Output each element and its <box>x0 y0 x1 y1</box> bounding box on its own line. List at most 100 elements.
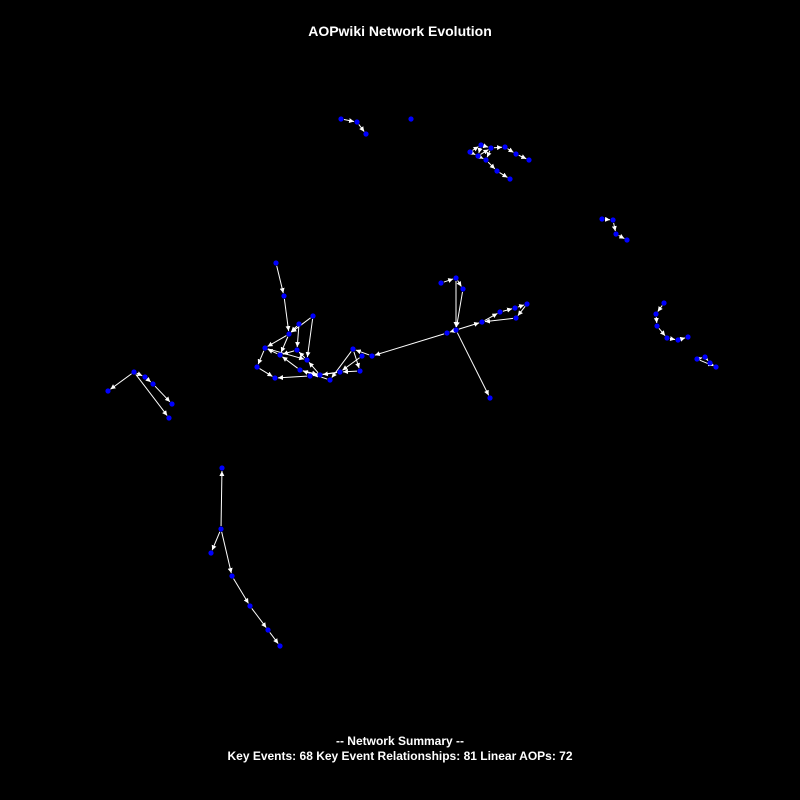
relationship-edge <box>276 265 285 294</box>
key-event-node <box>142 374 148 380</box>
key-event-node <box>444 330 450 336</box>
relationship-edge <box>611 222 617 232</box>
relationship-edge <box>305 318 314 358</box>
relationship-edge <box>251 608 267 628</box>
key-event-node <box>526 157 532 163</box>
relationship-edge <box>221 531 233 574</box>
relationship-edge <box>486 150 492 158</box>
relationship-edge <box>679 336 686 342</box>
relationship-edge <box>145 376 152 383</box>
key-event-node <box>273 260 279 266</box>
relationship-edge <box>518 154 527 160</box>
key-event-node <box>265 627 271 633</box>
key-event-node <box>467 149 473 155</box>
relationship-edge <box>493 145 503 151</box>
key-event-node <box>166 415 172 421</box>
key-event-node <box>317 372 323 378</box>
relationship-edge <box>517 306 526 316</box>
key-event-node <box>359 353 365 359</box>
key-event-node <box>654 323 660 329</box>
key-event-node <box>624 237 630 243</box>
relationship-edge <box>355 349 370 356</box>
relationship-edge <box>469 150 476 156</box>
relationship-edge <box>282 356 298 369</box>
key-event-node <box>460 286 466 292</box>
key-event-node <box>219 465 225 471</box>
key-event-node <box>613 231 619 237</box>
relationship-edge <box>477 147 483 154</box>
network-summary: -- Network Summary -- Key Events: 68 Key… <box>0 734 800 764</box>
relationship-edge <box>283 298 291 332</box>
relationship-edge <box>233 578 249 604</box>
key-event-node <box>507 176 513 182</box>
key-event-node <box>247 603 253 609</box>
key-event-node <box>208 550 214 556</box>
key-event-node <box>229 573 235 579</box>
key-event-node <box>487 395 493 401</box>
relationship-edge <box>482 143 489 149</box>
key-event-node <box>685 334 691 340</box>
key-event-node <box>702 354 708 360</box>
key-event-node <box>513 151 519 157</box>
key-event-node <box>272 375 278 381</box>
relationship-edge <box>487 161 496 170</box>
relationship-edge <box>502 307 513 313</box>
relationship-edge <box>454 291 463 328</box>
key-event-node <box>369 353 375 359</box>
summary-heading: -- Network Summary -- <box>335 734 465 748</box>
relationship-edge <box>308 361 319 374</box>
key-event-node <box>512 305 518 311</box>
key-event-node <box>354 119 360 125</box>
relationship-edge <box>135 374 168 416</box>
key-event-node <box>707 360 713 366</box>
key-event-node <box>675 337 681 343</box>
key-event-node <box>254 364 260 370</box>
key-event-node <box>350 346 356 352</box>
relationship-edge <box>658 327 666 337</box>
key-event-node <box>502 144 508 150</box>
key-event-node <box>310 313 316 319</box>
key-event-node <box>150 381 156 387</box>
key-event-node <box>277 352 283 358</box>
key-event-node <box>281 293 287 299</box>
relationship-edge <box>618 233 625 240</box>
relationship-edge <box>353 351 360 369</box>
key-event-node <box>664 335 670 341</box>
key-event-node <box>483 157 489 163</box>
relationship-edge <box>257 350 265 365</box>
relationship-edge <box>472 146 479 152</box>
node-layer <box>105 116 719 649</box>
relationship-edge <box>277 375 308 381</box>
key-event-node <box>661 300 667 306</box>
relationship-edge <box>657 305 663 312</box>
key-event-node <box>478 142 484 148</box>
key-event-node <box>713 364 719 370</box>
key-event-node <box>453 327 459 333</box>
relationship-edge <box>211 531 221 551</box>
relationship-edge <box>298 351 306 359</box>
key-event-node <box>169 401 175 407</box>
key-event-node <box>497 309 503 315</box>
key-event-node <box>296 321 302 327</box>
key-event-node <box>357 368 363 374</box>
relationship-edge <box>342 369 358 375</box>
relationship-edge <box>484 317 514 324</box>
relationship-edge <box>456 280 462 287</box>
relationship-edge <box>280 336 289 353</box>
relationship-edge <box>696 356 703 362</box>
key-event-node <box>453 275 459 281</box>
key-event-node <box>438 280 444 286</box>
relationship-edge <box>302 370 318 376</box>
relationship-edge <box>219 470 225 527</box>
key-event-node <box>294 347 300 353</box>
summary-stats: Key Events: 68 Key Event Relationships: … <box>227 749 573 763</box>
key-event-node <box>694 356 700 362</box>
key-event-node <box>599 216 605 222</box>
relationship-edge <box>358 124 365 132</box>
key-event-node <box>610 217 616 223</box>
key-event-node <box>653 311 659 317</box>
key-event-node <box>408 116 414 122</box>
relationship-edge <box>477 154 484 160</box>
relationship-edge <box>702 355 709 362</box>
